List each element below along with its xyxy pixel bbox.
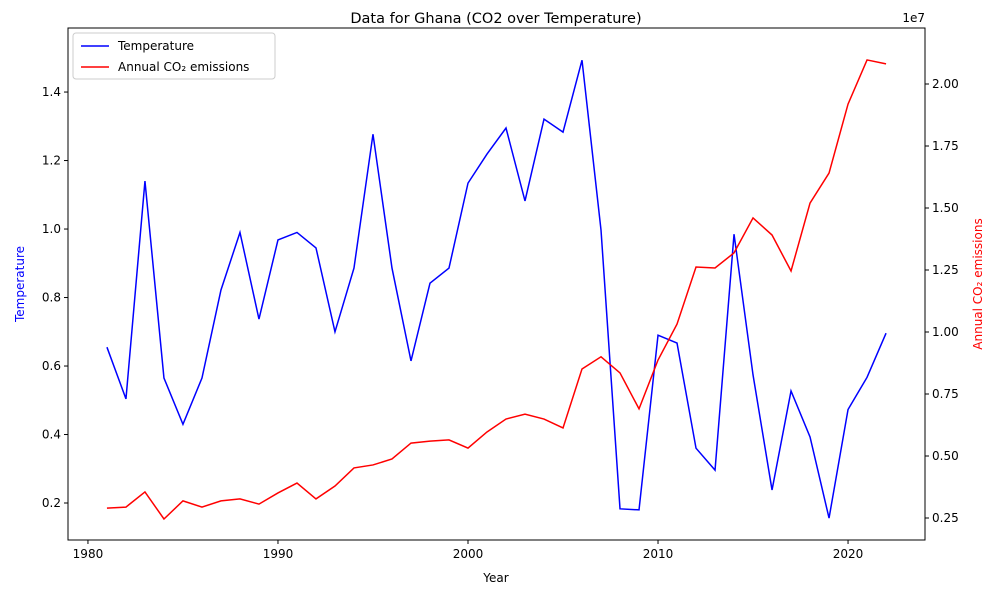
legend-label: Temperature (117, 39, 194, 53)
y-tick-label: 0.8 (42, 291, 61, 305)
y-tick-label: 0.2 (42, 496, 61, 510)
legend-label: Annual CO₂ emissions (118, 60, 249, 74)
y-tick-label: 1.2 (42, 154, 61, 168)
line-series (106, 59, 887, 521)
y2-axis-label: Annual CO₂ emissions (971, 218, 985, 349)
y2-offset-label: 1e7 (902, 11, 925, 25)
y2-tick-label: 1.50 (932, 201, 959, 215)
chart-title: Data for Ghana (CO2 over Temperature) (350, 11, 641, 27)
plot-frame (67, 27, 926, 541)
y-tick-label: 1.4 (42, 85, 61, 99)
y2-tick-label: 0.75 (932, 387, 959, 401)
x-axis-label: Year (482, 571, 508, 585)
x-tick-label: 2010 (643, 547, 674, 561)
y-axis-label: Temperature (13, 246, 27, 323)
y2-tick-label: 1.00 (932, 325, 959, 339)
y-tick-label: 0.4 (42, 428, 61, 442)
legend-box (72, 32, 276, 80)
y2-tick-label: 0.25 (932, 511, 959, 525)
y-tick-label: 0.6 (42, 359, 61, 373)
x-tick-label: 2000 (453, 547, 484, 561)
x-tick-label: 2020 (833, 547, 864, 561)
x-tick-label: 1990 (263, 547, 294, 561)
x-tick-label: 1980 (73, 547, 104, 561)
line-series (106, 59, 887, 519)
y-tick-label: 1.0 (42, 222, 61, 236)
y2-tick-label: 2.00 (932, 77, 959, 91)
y2-tick-label: 1.25 (932, 263, 959, 277)
y2-tick-label: 1.75 (932, 139, 959, 153)
y2-tick-label: 0.50 (932, 449, 959, 463)
